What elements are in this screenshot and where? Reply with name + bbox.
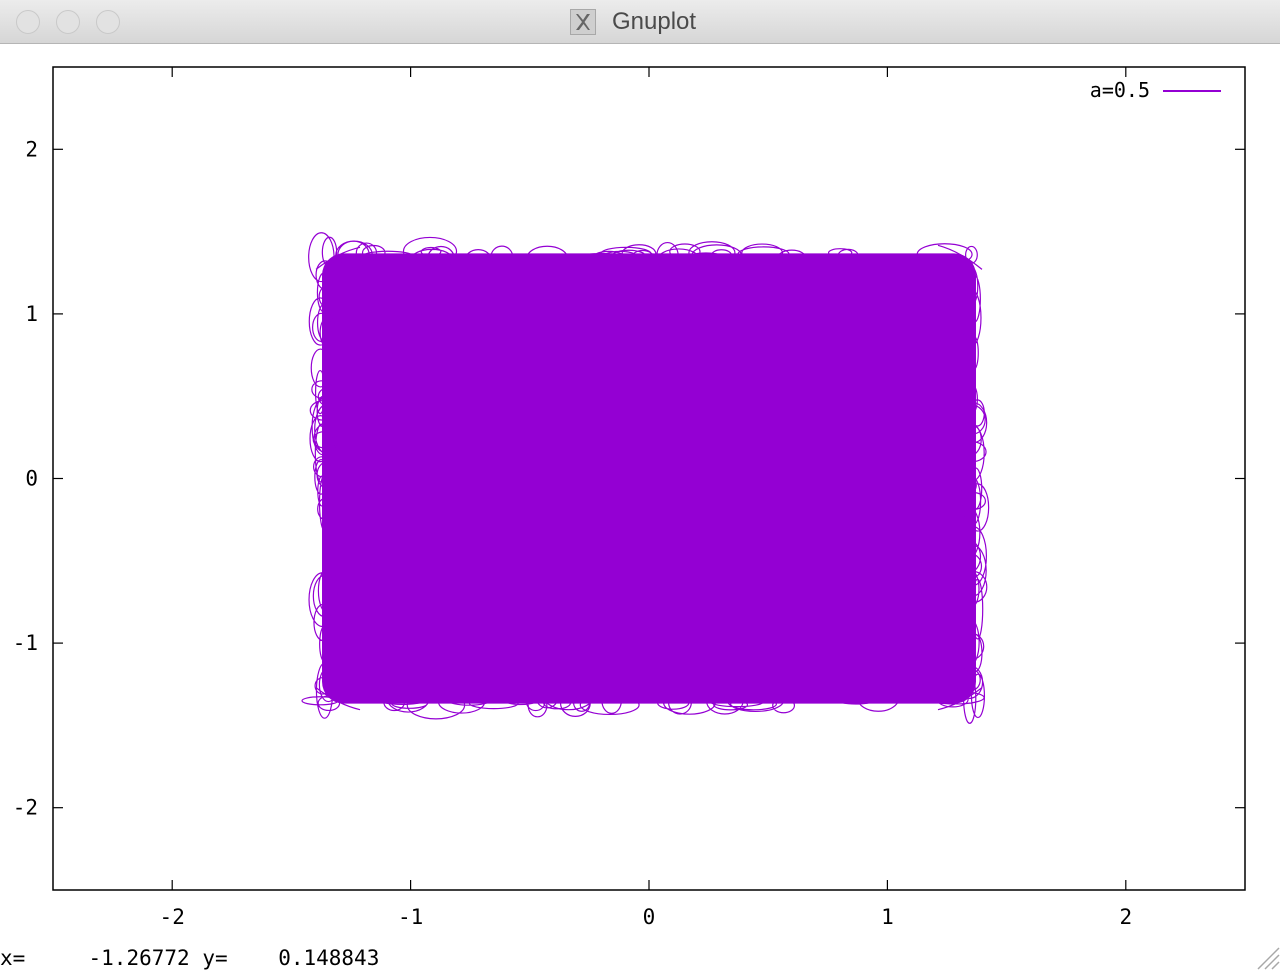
minimize-window-button[interactable] (56, 10, 80, 34)
series-corner-spike (315, 687, 361, 711)
x-coord-label: x= (0, 946, 26, 970)
x11-icon (570, 9, 596, 35)
coordinate-readout: x= -1.26772 y= 0.148843 (0, 946, 379, 970)
y-tick-label: 1 (25, 302, 38, 326)
series-corner-spike (315, 246, 361, 270)
series-corner-spike (937, 244, 983, 270)
y-tick-label: 0 (25, 467, 38, 491)
close-window-button[interactable] (16, 10, 40, 34)
series-a-region (301, 232, 990, 724)
y-coord-value: 0.148843 (278, 946, 380, 970)
zoom-window-button[interactable] (96, 10, 120, 34)
series-edge-loops (301, 232, 990, 724)
window-title-group: Gnuplot (570, 8, 696, 36)
window-titlebar: Gnuplot (0, 0, 1280, 44)
x-tick-label: -1 (398, 905, 423, 929)
x-tick-label: 2 (1119, 905, 1132, 929)
series-fill (322, 253, 976, 704)
resize-grip-icon[interactable] (1252, 942, 1280, 970)
y-tick-label: -2 (13, 796, 38, 820)
y-tick-label: -1 (13, 631, 38, 655)
y-coord-label: y= (202, 946, 228, 970)
x-tick-label: 1 (881, 905, 894, 929)
window-title: Gnuplot (612, 8, 697, 35)
x-tick-label: -2 (160, 905, 185, 929)
x-tick-label: 0 (643, 905, 656, 929)
series-corner-spike (937, 687, 983, 711)
y-tick-label: 2 (25, 137, 38, 161)
plot-canvas[interactable]: -2 -1 0 1 2 -2 -1 0 1 2 a=0.5 (0, 44, 1280, 944)
legend-label: a=0.5 (1090, 78, 1150, 102)
x-coord-value: -1.26772 (88, 946, 190, 970)
